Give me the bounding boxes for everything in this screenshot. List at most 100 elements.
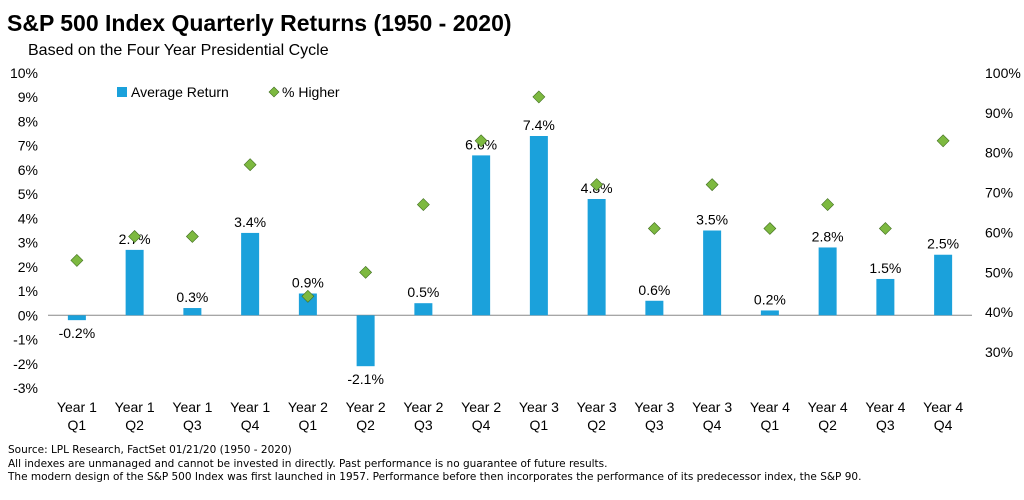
y-right-tick-label: 60%: [985, 224, 1013, 240]
x-tick-label-year: Year 3: [577, 399, 617, 415]
chart-title: S&P 500 Index Quarterly Returns (1950 - …: [7, 10, 512, 36]
x-tick-label-quarter: Q2: [125, 417, 144, 433]
bar-data-label: 2.8%: [812, 228, 844, 244]
y-right-tick-label: 70%: [985, 185, 1013, 201]
x-tick-label-year: Year 4: [750, 399, 790, 415]
y-left-tick-label: -1%: [13, 332, 38, 348]
bar-average-return: [183, 308, 202, 316]
y-left-tick-label: 8%: [18, 113, 38, 129]
point-pct-higher: [128, 230, 142, 243]
bar-data-label: -2.1%: [347, 371, 384, 387]
x-tick-label-year: Year 2: [346, 399, 386, 415]
bar-data-label: 0.3%: [176, 289, 208, 305]
bar-average-return: [818, 247, 837, 316]
y-left-tick-label: 4%: [18, 210, 38, 226]
bar-average-return: [587, 199, 606, 316]
bar-average-return: [125, 249, 144, 316]
x-tick-label-quarter: Q3: [414, 417, 433, 433]
bar-average-return: [934, 254, 953, 316]
bar-data-label: 1.5%: [869, 260, 901, 276]
bar-average-return: [876, 278, 895, 316]
x-tick-label-year: Year 4: [865, 399, 905, 415]
x-tick-label-quarter: Q4: [472, 417, 491, 433]
y-left-tick-label: 7%: [18, 138, 38, 154]
y-left-tick-label: -2%: [13, 356, 38, 372]
y-left-tick-label: 9%: [18, 89, 38, 105]
y-right-tick-label: 90%: [985, 105, 1013, 121]
footnote-source: Source: LPL Research, FactSet 01/21/20 (…: [8, 444, 292, 456]
point-pct-higher: [878, 222, 892, 235]
x-tick-label-year: Year 2: [288, 399, 328, 415]
point-pct-higher: [532, 90, 546, 104]
point-pct-higher: [647, 222, 661, 235]
legend-label-pct-higher: % Higher: [282, 84, 340, 100]
x-tick-label-year: Year 4: [808, 399, 848, 415]
x-tick-label-quarter: Q4: [703, 417, 722, 433]
x-tick-label-quarter: Q1: [761, 417, 780, 433]
point-pct-higher: [359, 265, 373, 279]
bar-data-label: -0.2%: [59, 325, 96, 341]
x-tick-label-quarter: Q4: [934, 417, 953, 433]
point-pct-higher: [705, 178, 719, 192]
x-tick-label-quarter: Q1: [68, 417, 87, 433]
bar-data-label: 0.9%: [292, 275, 324, 291]
x-tick-label-quarter: Q3: [183, 417, 202, 433]
chart: -3% -2% -1% 0% 1% 2% 3% 4% 5% 6% 7% 8% 9% 10% 30% 40% 50…: [10, 65, 1021, 433]
point-pct-higher: [763, 222, 777, 235]
bar-average-return: [529, 136, 548, 316]
chart-subtitle: Based on the Four Year Presidential Cycl…: [28, 42, 329, 59]
y-right-tick-label: 100%: [985, 65, 1021, 81]
x-tick-label-year: Year 1: [172, 399, 212, 415]
point-pct-higher: [590, 178, 604, 192]
x-tick-label-quarter: Q4: [241, 417, 260, 433]
bar-data-label: 0.5%: [407, 284, 439, 300]
bar-average-return: [760, 310, 779, 316]
bar-data-label: 0.6%: [638, 282, 670, 298]
bar-average-return: [703, 230, 722, 316]
point-pct-higher: [474, 134, 488, 148]
x-tick-label-quarter: Q2: [356, 417, 375, 433]
x-tick-label-quarter: Q3: [645, 417, 664, 433]
bar-average-return: [645, 300, 664, 316]
y-right-tick-label: 80%: [985, 145, 1013, 161]
x-tick-label-year: Year 3: [634, 399, 674, 415]
bar-data-label: 0.2%: [754, 291, 786, 307]
legend-swatch-average-return: [117, 87, 127, 97]
bar-average-return: [298, 293, 317, 316]
y-left-tick-label: -3%: [13, 380, 38, 396]
point-pct-higher: [185, 230, 199, 243]
x-tick-label-quarter: Q1: [530, 417, 549, 433]
point-pct-higher: [70, 253, 84, 267]
bar-average-return: [67, 315, 86, 321]
x-tick-label-quarter: Q2: [587, 417, 606, 433]
footnotes: Source: LPL Research, FactSet 01/21/20 (…: [8, 444, 861, 485]
point-pct-higher: [821, 198, 835, 212]
point-pct-higher: [243, 158, 257, 172]
y-right-tick-label: 50%: [985, 264, 1013, 280]
y-right-tick-label: 30%: [985, 344, 1013, 360]
footnote-disclaimer: All indexes are unmanaged and cannot be …: [8, 457, 608, 470]
x-tick-label-year: Year 1: [57, 399, 97, 415]
x-tick-label-year: Year 4: [923, 399, 963, 415]
x-tick-label-year: Year 2: [461, 399, 501, 415]
y-left-tick-label: 6%: [18, 162, 38, 178]
bar-average-return: [414, 303, 433, 316]
point-pct-higher: [301, 289, 315, 303]
bar-data-label: 2.5%: [927, 236, 959, 252]
x-tick-label-year: Year 3: [519, 399, 559, 415]
x-tick-label-year: Year 2: [403, 399, 443, 415]
x-tick-label-year: Year 1: [230, 399, 270, 415]
x-tick-label-year: Year 3: [692, 399, 732, 415]
legend-marker-pct-higher: [268, 86, 280, 98]
y-left-tick-label: 2%: [18, 259, 38, 275]
y-right-tick-label: 40%: [985, 304, 1013, 320]
footnote-index-history: The modern design of the S&P 500 Index w…: [8, 471, 862, 483]
y-left-tick-label: 3%: [18, 235, 38, 251]
y-left-tick-label: 10%: [10, 65, 38, 81]
x-tick-label-quarter: Q1: [299, 417, 318, 433]
bar-average-return: [356, 315, 375, 367]
y-left-tick-label: 5%: [18, 186, 38, 202]
x-tick-label-quarter: Q2: [818, 417, 837, 433]
bar-data-label: 3.5%: [696, 212, 728, 228]
bar-average-return: [472, 155, 491, 316]
